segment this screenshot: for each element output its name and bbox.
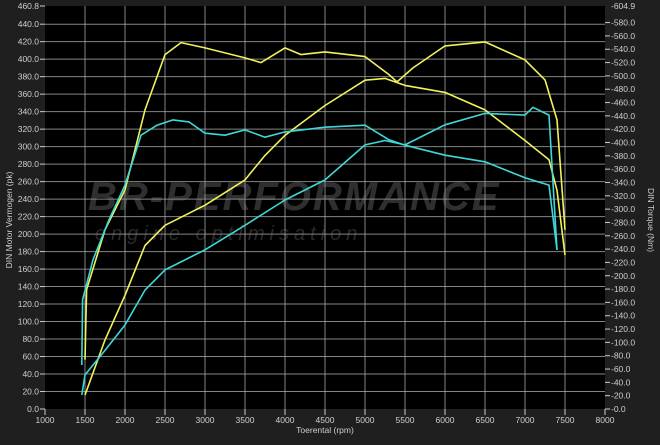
right-tick-label: -520.0 [611,58,635,68]
watermark-tagline: engine optimisation [95,223,362,245]
left-tick-label: 40.0 [22,369,39,379]
right-tick-label: -160.0 [611,297,635,307]
left-tick-label: 220.0 [18,212,40,222]
left-tick-label: 460.8 [18,1,40,11]
right-tick-label: -140.0 [611,311,635,321]
series-lines [81,41,566,396]
left-tick-label: 80.0 [22,334,39,344]
left-tick-label: 240.0 [18,194,40,204]
left-tick-label: 420.0 [18,37,40,47]
x-tick-label: 5000 [356,415,375,425]
x-tick-label: 1500 [76,415,95,425]
right-tick-label: -180.0 [611,284,635,294]
x-tick-label: 6000 [436,415,455,425]
right-tick-label: -280.0 [611,217,635,227]
left-tick-label: 340.0 [18,107,40,117]
left-tick-label: 360.0 [18,89,40,99]
x-tick-label: 2000 [116,415,135,425]
left-tick-label: 200.0 [18,229,40,239]
axes: 0.0 20.0 40.0 60.0 80.0 100.0 120.0 140.0 160.0 1… [18,1,636,425]
right-tick-label: -20.0 [611,391,631,401]
right-tick-label: -460.0 [611,98,635,108]
x-tick-label: 4500 [316,415,335,425]
right-tick-label: -0.0 [611,404,626,414]
series-line-cyan-right [81,119,558,366]
left-tick-label: 320.0 [18,124,40,134]
right-tick-label: -420.0 [611,124,635,134]
x-tick-label: 8000 [596,415,615,425]
left-tick-label: 280.0 [18,159,40,169]
series-line-yellow-left [84,77,566,396]
left-tick-label: 140.0 [18,282,40,292]
left-tick-label: 120.0 [18,299,40,309]
right-tick-label: -380.0 [611,151,635,161]
left-tick-label: 260.0 [18,177,40,187]
right-tick-label: -220.0 [611,257,635,267]
x-axis-label: Toerental (rpm) [296,425,354,435]
x-tick-label: 7500 [556,415,575,425]
right-tick-label: -604.9 [611,1,635,11]
left-tick-label: 180.0 [18,247,40,257]
right-tick-label: -500.0 [611,71,635,81]
left-tick-label: 100.0 [18,317,40,327]
right-tick-label: -100.0 [611,337,635,347]
watermark-logo: BR-PERFORMANCE engine optimisation [88,175,500,245]
x-tick-label: 3500 [236,415,255,425]
right-tick-label: -260.0 [611,231,635,241]
x-tick-label: 2500 [156,415,175,425]
left-tick-label: 60.0 [22,352,39,362]
series-line-cyan-left [81,106,558,396]
left-tick-label: 0.0 [27,404,39,414]
left-tick-label: 300.0 [18,142,40,152]
x-tick-label: 4000 [276,415,295,425]
right-tick-label: -320.0 [611,191,635,201]
right-tick-label: -240.0 [611,244,635,254]
x-tick-label: 1000 [36,415,55,425]
watermark-brand: BR-PERFORMANCE [88,175,500,219]
right-tick-label: -300.0 [611,204,635,214]
right-tick-label: -120.0 [611,324,635,334]
right-tick-label: -400.0 [611,138,635,148]
left-tick-label: 20.0 [22,387,39,397]
right-tick-label: -480.0 [611,84,635,94]
left-tick-label: 400.0 [18,54,40,64]
x-tick-label: 6500 [476,415,495,425]
x-tick-label: 7000 [516,415,535,425]
right-tick-label: -40.0 [611,377,631,387]
x-tick-label: 3000 [196,415,215,425]
grid [45,6,605,409]
left-tick-label: 440.0 [18,19,40,29]
series-line-yellow-right [84,41,566,360]
right-tick-label: -80.0 [611,351,631,361]
left-tick-label: 380.0 [18,72,40,82]
right-tick-label: -540.0 [611,44,635,54]
left-axis-label: DIN Motor Vermogen (pk) [4,171,14,268]
right-tick-label: -340.0 [611,177,635,187]
right-tick-label: -560.0 [611,31,635,41]
right-tick-label: -200.0 [611,271,635,281]
right-tick-label: -60.0 [611,364,631,374]
right-tick-label: -580.0 [611,18,635,28]
right-axis-label: DIN Torque (Nm) [646,188,656,252]
right-tick-label: -440.0 [611,111,635,121]
x-tick-label: 5500 [396,415,415,425]
left-tick-label: 160.0 [18,264,40,274]
right-tick-label: -360.0 [611,164,635,174]
